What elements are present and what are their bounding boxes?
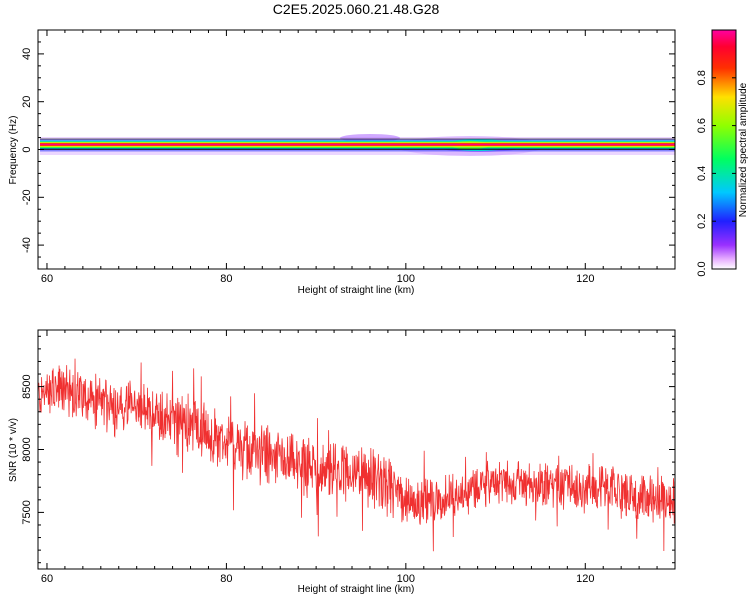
y-tick-label: 8000 <box>21 437 33 461</box>
x-tick-label: 80 <box>220 273 232 285</box>
snr-x-label: Height of straight line (km) <box>298 584 415 595</box>
colorbar-tick-label: 0.4 <box>696 166 708 181</box>
snr-y-label: SNR (10 * v/v) <box>8 418 19 482</box>
colorbar-tick-label: 0.8 <box>696 70 708 85</box>
colorbar-tick-label: 0.6 <box>696 118 708 133</box>
spectrogram-x-ticks: 60 80 100 120 <box>41 30 676 285</box>
y-tick-label: 8500 <box>21 374 33 398</box>
snr-frame <box>37 329 676 570</box>
y-tick-label: 0 <box>21 146 33 152</box>
colorbar-gradient <box>712 30 736 269</box>
colorbar-label: Normalized spectral amplitude <box>738 82 749 217</box>
spectrogram-y-label: Frequency (Hz) <box>8 116 19 185</box>
y-tick-label: 7500 <box>21 500 33 524</box>
colorbar-frame <box>711 29 737 270</box>
spectrogram-band <box>40 134 675 156</box>
snr-series-line <box>38 358 675 552</box>
colorbar-ticks: 0.0 0.2 0.4 0.6 0.8 <box>696 70 736 277</box>
colorbar: 0.0 0.2 0.4 0.6 0.8 Normalized spectral ampl… <box>696 29 749 277</box>
y-tick-label: -40 <box>21 237 33 253</box>
band-dark-edge-bottom <box>40 148 675 150</box>
x-tick-label: 120 <box>576 273 594 285</box>
x-tick-label: 100 <box>397 273 415 285</box>
x-tick-label: 60 <box>41 273 53 285</box>
y-tick-label: 40 <box>21 48 33 60</box>
colorbar-tick-label: 0.0 <box>696 261 708 276</box>
x-tick-label: 80 <box>220 573 232 585</box>
figure-title: C2E5.2025.060.21.48.G28 <box>273 1 440 17</box>
x-tick-label: 60 <box>41 573 53 585</box>
x-tick-label: 100 <box>397 573 415 585</box>
spectrogram-x-label: Height of straight line (km) <box>298 285 415 296</box>
band-dark-edge-top <box>40 138 675 140</box>
snr-y-ticks: 7500 8000 8500 <box>21 335 675 564</box>
y-tick-label: 20 <box>21 96 33 108</box>
y-tick-label: -20 <box>21 189 33 205</box>
spectrogram-panel: 60 80 100 120 40 20 0 -20 -40 Height of straigh… <box>8 29 676 296</box>
band-magenta-line <box>40 144 675 145</box>
snr-panel: 60 80 100 120 7500 8000 8500 Height of straig… <box>8 329 676 595</box>
snr-x-ticks: 60 80 100 120 <box>41 330 676 585</box>
x-tick-label: 120 <box>576 573 594 585</box>
colorbar-tick-label: 0.2 <box>696 214 708 229</box>
spectrogram-y-ticks: 40 20 0 -20 -40 <box>21 29 675 270</box>
